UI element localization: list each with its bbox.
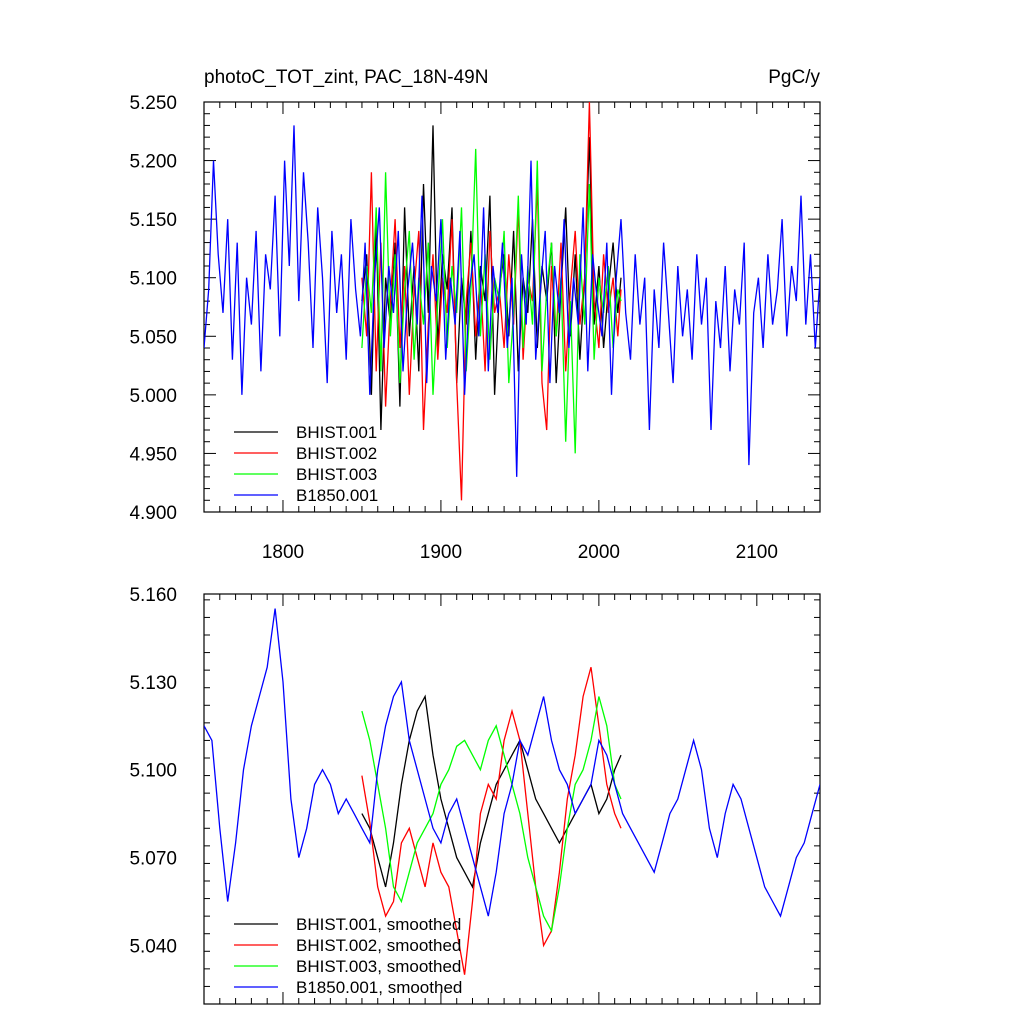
y-tick-label: 5.100 [129, 269, 177, 290]
y-tick-label: 5.040 [129, 936, 177, 957]
x-tick-label: 2100 [736, 542, 778, 563]
legend-label: BHIST.003, smoothed [296, 957, 461, 976]
x-tick-label: 1800 [262, 542, 304, 563]
plot-frame [203, 593, 821, 1005]
y-tick-label: 5.160 [129, 585, 177, 606]
legend-label: BHIST.003 [296, 465, 377, 484]
legend-label: BHIST.001, smoothed [296, 915, 461, 934]
y-tick-label: 5.250 [129, 93, 177, 114]
smoothed-time-series-chart: 5.040 5.070 5.100 5.130 5.160 BHIST.001, smoo… [129, 585, 821, 1005]
y-tick-label: 4.900 [129, 503, 177, 524]
series-line-1 [361, 667, 622, 975]
series-line-0 [361, 694, 622, 889]
chart-title: photoC_TOT_zint, PAC_18N-49N [204, 67, 488, 88]
y-tick-label: 4.950 [129, 444, 177, 465]
y-tick-label: 5.000 [129, 386, 177, 407]
series-line-2 [361, 148, 622, 454]
time-series-chart: 4.900 4.950 5.000 5.050 5.100 5.150 5.200 5.250… [129, 93, 821, 563]
legend-label: BHIST.001 [296, 423, 377, 442]
y-tick-label: 5.070 [129, 849, 177, 870]
series-line-2 [361, 696, 622, 933]
y-tick-label: 5.050 [129, 327, 177, 348]
legend-label: BHIST.002 [296, 444, 377, 463]
legend-label: B1850.001, smoothed [296, 978, 462, 997]
series-line-3 [204, 125, 820, 477]
x-tick-label: 2000 [578, 542, 620, 563]
y-tick-label: 5.130 [129, 673, 177, 694]
legend-label: B1850.001 [296, 486, 378, 505]
series-line-3 [204, 608, 820, 918]
y-tick-label: 5.150 [129, 210, 177, 231]
plot-frame [203, 101, 821, 513]
x-tick-label: 1900 [420, 542, 462, 563]
y-tick-label: 5.200 [129, 152, 177, 173]
chart-units: PgC/y [768, 67, 820, 88]
y-tick-label: 5.100 [129, 761, 177, 782]
legend-label: BHIST.002, smoothed [296, 936, 461, 955]
